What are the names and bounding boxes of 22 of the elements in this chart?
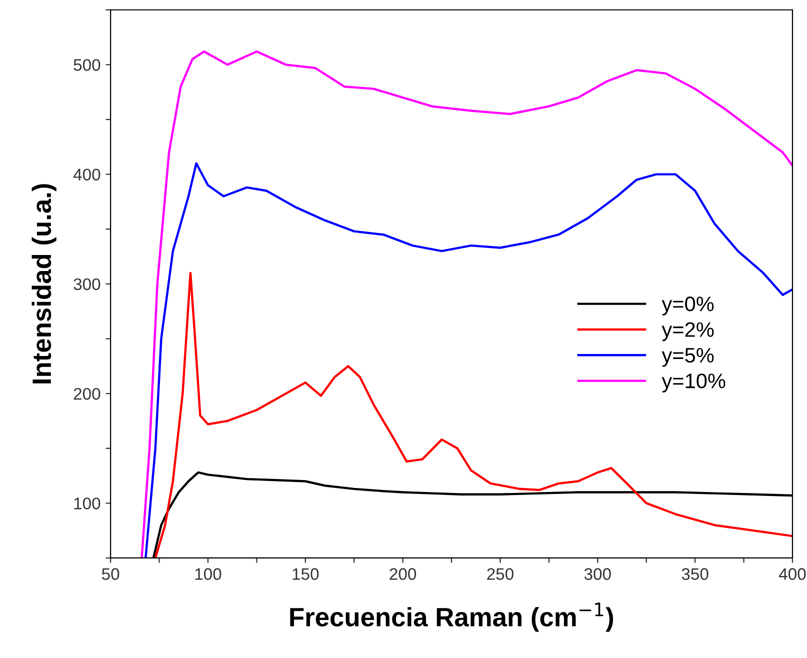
line-series <box>140 50 792 558</box>
legend-label: y=2% <box>662 322 714 342</box>
line-series <box>144 162 792 558</box>
y-tick-label: 100 <box>74 498 100 510</box>
x-tick-label: 50 <box>102 568 120 580</box>
x-tick-label: 350 <box>682 568 708 580</box>
x-tick-label: 150 <box>292 568 319 580</box>
x-tick-label: 250 <box>487 568 514 580</box>
y-tick-label: 500 <box>74 59 100 71</box>
legend-label: y=5% <box>662 348 714 367</box>
x-tick-label: 300 <box>584 568 611 580</box>
y-tick-label: 300 <box>74 278 100 290</box>
y-tick-label: 400 <box>73 168 100 181</box>
line-series <box>154 272 792 558</box>
x-tick-label: 100 <box>195 568 222 580</box>
legend-label: y=10% <box>662 374 726 392</box>
x-axis-title: Frecuencia Raman (cm$^{−1}$) <box>290 602 614 632</box>
x-tick-label: 400 <box>778 568 806 580</box>
y-axis-title: Intensidad (u.a.) <box>32 184 56 384</box>
y-tick-label: 200 <box>74 388 100 400</box>
x-tick-label: 200 <box>390 568 416 580</box>
legend-label: y=0% <box>662 296 714 316</box>
